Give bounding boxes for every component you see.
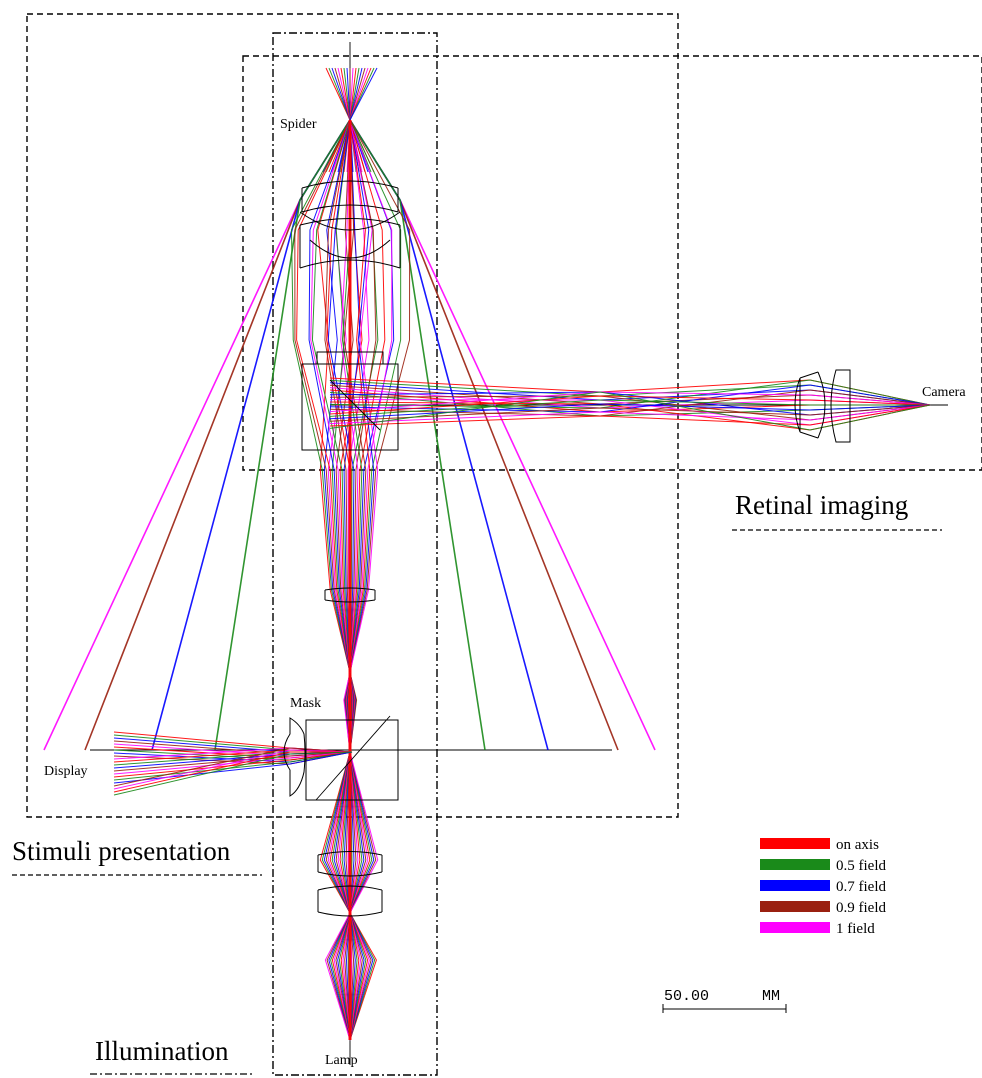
legend-label: 0.7 field: [836, 879, 886, 895]
camera-ray: [329, 395, 931, 415]
display-ray: [113, 751, 353, 772]
objective-lens-group: [299, 180, 401, 269]
scale-bar: 50.00 MM: [662, 988, 787, 1013]
camera-ray: [329, 391, 931, 413]
relay-lens: [324, 587, 376, 603]
camera-lenses: [794, 369, 851, 443]
display-ray: [113, 751, 353, 796]
camera-ray: [329, 399, 930, 417]
fan-ray-left: [151, 119, 351, 751]
display-ray: [113, 751, 353, 778]
legend-swatch: [760, 901, 830, 912]
legend-label: 0.9 field: [836, 900, 886, 916]
fan-ray-left: [214, 119, 351, 751]
display-ray: [113, 751, 353, 784]
legend-label: on axis: [836, 837, 879, 853]
display-lens: [283, 717, 306, 797]
retinal-imaging-box: [242, 55, 982, 471]
fan-ray-right: [349, 119, 619, 751]
display-ray: [113, 751, 352, 793]
legend-label: 1 field: [836, 921, 875, 937]
display-ray: [113, 749, 353, 790]
legend-label: 0.5 field: [836, 858, 886, 874]
optical-elements: [283, 180, 851, 917]
display-ray: [113, 751, 353, 781]
fan-ray-left: [84, 119, 351, 751]
camera-label: Camera: [922, 385, 966, 400]
stimuli-presentation-box: [26, 13, 679, 818]
legend-swatch: [760, 859, 830, 870]
camera-ray: [329, 404, 931, 425]
scale-bar-value: 50.00: [664, 988, 709, 1005]
legend-swatch: [760, 880, 830, 891]
fan-ray-right: [349, 119, 486, 751]
imaging-beam-splitter: [301, 351, 399, 451]
camera-ray: [329, 404, 931, 427]
lamp-label: Lamp: [325, 1053, 358, 1068]
condenser-lenses: [317, 851, 383, 917]
scale-bar-unit: MM: [762, 988, 780, 1005]
display-label: Display: [44, 764, 88, 779]
legend: on axis 0.5 field 0.7 field 0.9 field 1 fiel…: [760, 837, 886, 937]
mask-beam-splitter: [305, 715, 399, 801]
ray-bundles: [43, 67, 931, 1041]
legend-swatch: [760, 838, 830, 849]
camera-ray: [329, 391, 931, 431]
spider-label: Spider: [280, 117, 317, 132]
display-ray: [113, 747, 353, 787]
illumination-box: [272, 32, 438, 1076]
retinal-imaging-title: Retinal imaging: [735, 490, 908, 520]
display-ray: [113, 751, 353, 775]
trunk-ray: [324, 119, 379, 1041]
stimuli-presentation-title: Stimuli presentation: [12, 836, 231, 866]
mask-label: Mask: [290, 696, 321, 711]
legend-swatch: [760, 922, 830, 933]
camera-ray: [329, 403, 931, 420]
illumination-title: Illumination: [95, 1036, 229, 1066]
